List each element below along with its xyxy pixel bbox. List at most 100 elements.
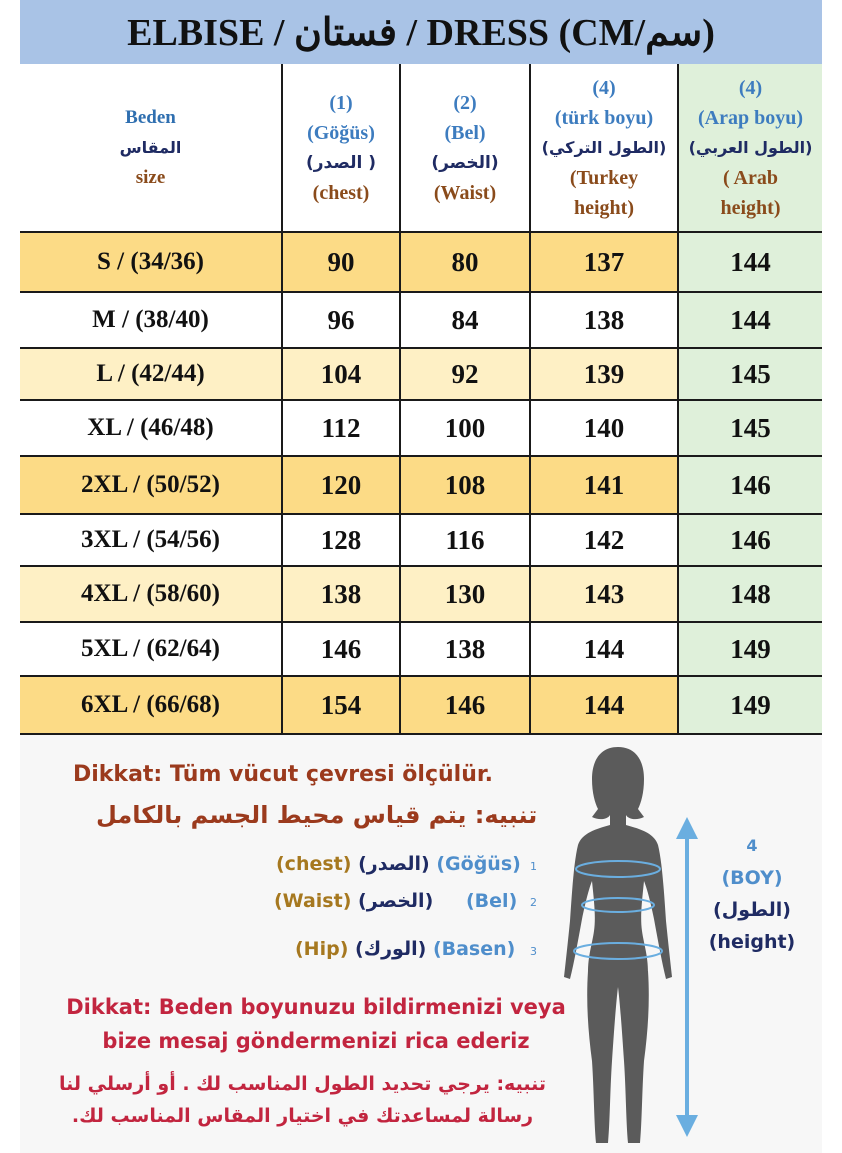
cell-arab: 148 [677, 565, 822, 623]
size-chart-table: Beden المقاس size (1) (Göğüs) (الصدر ) (… [20, 64, 822, 735]
legend-waist-ar: (الخصر) [358, 890, 434, 912]
header-waist-num: (2) [453, 91, 477, 114]
cell-arab: 145 [677, 399, 822, 457]
header-arab-num: (4) [738, 76, 763, 99]
cell-turk: 138 [529, 291, 679, 349]
legend-hip: (Hip) (الورك) (Basen) [295, 938, 515, 960]
cell-chest: 120 [281, 455, 401, 515]
header-chest: (1) (Göğüs) (الصدر ) (chest) [281, 64, 401, 233]
header-turk-en-1: (Turkey [569, 166, 639, 189]
cell-arab: 146 [677, 513, 822, 567]
table-row: 2XL / (50/52) 120 108 141 146 [20, 455, 822, 515]
legend-chest-num: 1 [530, 860, 537, 873]
note-measure-tr: Dikkat: Tüm vücut çevresi ölçülür. [73, 762, 493, 787]
header-arab-en-1: ( Arab [723, 166, 778, 189]
cell-arab: 145 [677, 347, 822, 401]
table-row: S / (34/36) 90 80 137 144 [20, 231, 822, 293]
header-chest-en: (chest) [312, 181, 370, 204]
header-waist: (2) (Bel) (الخصر) (Waist) [399, 64, 531, 233]
legend-chest: (chest) (الصدر) (Göğüs) [276, 853, 521, 875]
cell-turk: 140 [529, 399, 679, 457]
cell-waist: 80 [399, 231, 531, 293]
cell-chest: 154 [281, 675, 401, 735]
legend-waist-en: (Waist) [274, 890, 352, 912]
cell-size: 4XL / (58/60) [20, 565, 283, 623]
header-turk-en-2: height) [574, 196, 634, 219]
cell-turk: 142 [529, 513, 679, 567]
cell-waist: 84 [399, 291, 531, 349]
header-arab-en-2: height) [720, 196, 781, 219]
note-request-ar: تنبيه: يرجي تحديد الطول المناسب لك . أو … [59, 1073, 546, 1127]
header-waist-tr: (Bel) [444, 121, 486, 144]
cell-size: 6XL / (66/68) [20, 675, 283, 735]
cell-chest: 128 [281, 513, 401, 567]
legend-chest-tr: (Göğüs) [436, 853, 521, 875]
height-label-en: (height) [708, 931, 796, 953]
cell-waist: 130 [399, 565, 531, 623]
cell-waist: 146 [399, 675, 531, 735]
legend-waist-num: 2 [530, 896, 537, 909]
legend-hip-tr: (Basen) [432, 938, 516, 960]
cell-arab: 149 [677, 621, 822, 677]
cell-turk: 143 [529, 565, 679, 623]
cell-size: L / (42/44) [20, 347, 283, 401]
waist-ring [581, 897, 655, 913]
legend-waist: (Waist) (الخصر) [274, 890, 433, 912]
cell-waist: 138 [399, 621, 531, 677]
note-measure-ar: تنبيه: يتم قياس محيط الجسم بالكامل [96, 801, 538, 829]
header-arab-tr: (Arap boyu) [697, 106, 803, 129]
legend-waist-tr: (Bel) [466, 890, 518, 912]
header-turk-num: (4) [592, 76, 616, 99]
header-waist-ar: (الخصر) [431, 152, 499, 173]
height-label-ar: (الطول) [713, 899, 791, 921]
cell-waist: 116 [399, 513, 531, 567]
hip-ring [573, 942, 663, 960]
cell-size: M / (38/40) [20, 291, 283, 349]
header-arab-height: (4) (Arap boyu) (الطول العربي) ( Arab he… [677, 64, 822, 233]
cell-chest: 90 [281, 231, 401, 293]
table-row: 6XL / (66/68) 154 146 144 149 [20, 675, 822, 735]
cell-arab: 149 [677, 675, 822, 735]
header-chest-tr: (Göğüs) [307, 121, 375, 144]
cell-size: XL / (46/48) [20, 399, 283, 457]
cell-chest: 112 [281, 399, 401, 457]
legend-hip-num: 3 [530, 945, 537, 958]
cell-turk: 137 [529, 231, 679, 293]
table-row: 4XL / (58/60) 138 130 143 148 [20, 565, 822, 623]
table-row: M / (38/40) 96 84 138 144 [20, 291, 822, 349]
table-row: L / (42/44) 104 92 139 145 [20, 347, 822, 401]
info-panel: Dikkat: Tüm vücut çevresi ölçülür. تنبيه… [20, 735, 822, 1153]
header-chest-num: (1) [329, 91, 353, 114]
note-request-tr: Dikkat: Beden boyunuzu bildirmenizi veya… [66, 995, 566, 1053]
cell-waist: 92 [399, 347, 531, 401]
legend-hip-en: (Hip) [295, 938, 349, 960]
header-size: Beden المقاس size [20, 64, 283, 233]
header-turk-tr: (türk boyu) [554, 106, 654, 129]
legend-hip-ar: (الورك) [355, 938, 427, 960]
cell-arab: 144 [677, 291, 822, 349]
cell-size: 5XL / (62/64) [20, 621, 283, 677]
table-row: XL / (46/48) 112 100 140 145 [20, 399, 822, 457]
header-size-ar: المقاس [119, 137, 182, 157]
cell-arab: 146 [677, 455, 822, 515]
cell-chest: 146 [281, 621, 401, 677]
cell-chest: 138 [281, 565, 401, 623]
header-waist-en: (Waist) [433, 181, 497, 204]
height-label: 4 (BOY) (الطول) (height) [702, 830, 802, 958]
cell-chest: 96 [281, 291, 401, 349]
table-body: S / (34/36) 90 80 137 144 M / (38/40) 96 84 138 1… [20, 231, 822, 735]
cell-turk: 144 [529, 621, 679, 677]
header-size-tr: Beden [125, 106, 176, 128]
header-size-en: size [135, 166, 166, 188]
cell-arab: 144 [677, 231, 822, 293]
height-label-num: 4 [746, 836, 758, 855]
header-turk-ar: (الطول التركي) [541, 137, 667, 157]
cell-size: 3XL / (54/56) [20, 513, 283, 567]
table-row: 5XL / (62/64) 146 138 144 149 [20, 621, 822, 677]
header-arab-ar: (الطول العربي) [688, 137, 813, 157]
cell-turk: 141 [529, 455, 679, 515]
cell-waist: 100 [399, 399, 531, 457]
header-chest-ar: (الصدر ) [305, 152, 377, 173]
height-label-tr: (BOY) [721, 867, 783, 889]
table-header-row: Beden المقاس size (1) (Göğüs) (الصدر ) (… [20, 64, 822, 233]
